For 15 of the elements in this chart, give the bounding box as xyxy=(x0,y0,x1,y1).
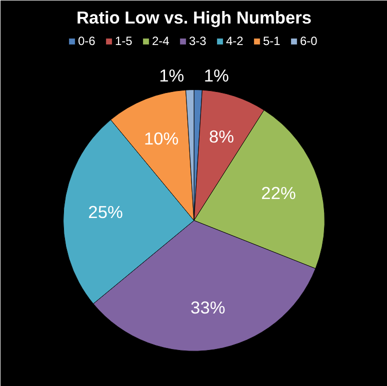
data-label: 10% xyxy=(144,128,179,149)
data-label: 1% xyxy=(159,65,184,86)
data-label: 25% xyxy=(88,202,123,222)
legend-label: 3-3 xyxy=(189,34,208,48)
data-label: 8% xyxy=(208,126,234,147)
legend-label: 6-0 xyxy=(300,34,318,48)
chart-title: Ratio Low vs. High Numbers xyxy=(76,8,312,28)
legend-label: 5-1 xyxy=(263,34,282,48)
legend-label: 2-4 xyxy=(152,34,170,48)
legend-label: 1-5 xyxy=(115,34,134,48)
data-label: 1% xyxy=(204,65,229,86)
legend-label: 0-6 xyxy=(78,34,96,48)
data-label: 22% xyxy=(261,183,296,204)
data-label: 33% xyxy=(190,298,226,318)
legend-label: 4-2 xyxy=(226,34,244,48)
